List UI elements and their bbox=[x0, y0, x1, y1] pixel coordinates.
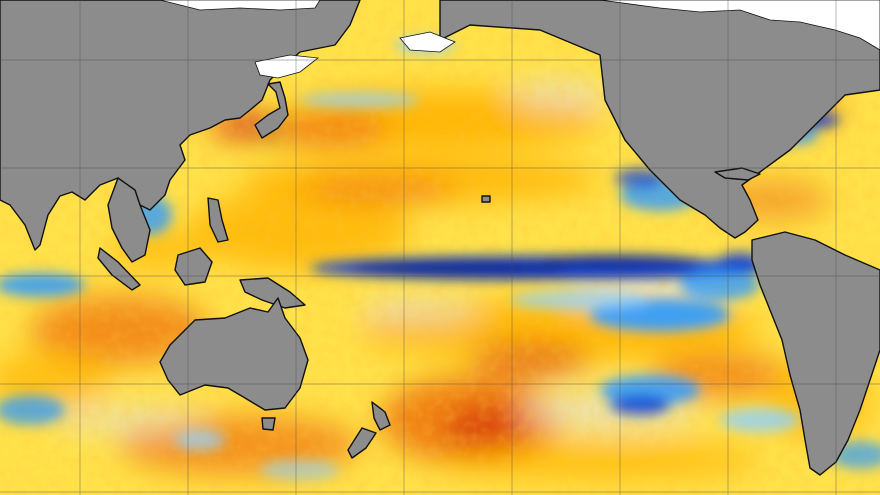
landmass-japan bbox=[254, 81, 289, 139]
landmass-new-zealand-north bbox=[371, 401, 391, 431]
cool-anomaly-region bbox=[0, 273, 85, 297]
landmass-australia bbox=[159, 297, 309, 411]
cool-anomaly-region bbox=[300, 92, 420, 108]
landmass-philippines bbox=[207, 197, 229, 243]
cool-anomaly-region bbox=[680, 270, 760, 300]
landmass-sumatra bbox=[97, 247, 141, 291]
arctic-ice-north-america bbox=[599, 0, 880, 51]
landmass-cuba bbox=[714, 167, 761, 181]
landmass-indochina bbox=[107, 177, 151, 263]
landmass-new-guinea bbox=[239, 277, 306, 309]
landmass-north-america bbox=[439, 0, 880, 239]
ice-layer bbox=[159, 0, 880, 79]
cool-anomaly-region bbox=[510, 290, 650, 310]
cool-anomaly-region bbox=[175, 430, 225, 450]
landmass-new-zealand-south bbox=[347, 427, 377, 459]
cool-anomaly-region bbox=[610, 395, 670, 415]
landmass-hawaii bbox=[481, 195, 491, 203]
cool-anomaly-region bbox=[718, 252, 762, 272]
cool-anomaly-region bbox=[350, 260, 570, 276]
cool-anomaly-region bbox=[0, 395, 65, 425]
alaska-snow bbox=[399, 31, 456, 53]
cool-anomaly-layer bbox=[0, 37, 880, 480]
landmass-south-america bbox=[751, 231, 880, 476]
arctic-ice-asia bbox=[159, 0, 321, 11]
cool-anomaly-region bbox=[720, 408, 800, 432]
cool-anomaly-region bbox=[260, 460, 340, 480]
landmass-tasmania bbox=[261, 417, 276, 431]
kamchatka-snow bbox=[254, 54, 320, 79]
